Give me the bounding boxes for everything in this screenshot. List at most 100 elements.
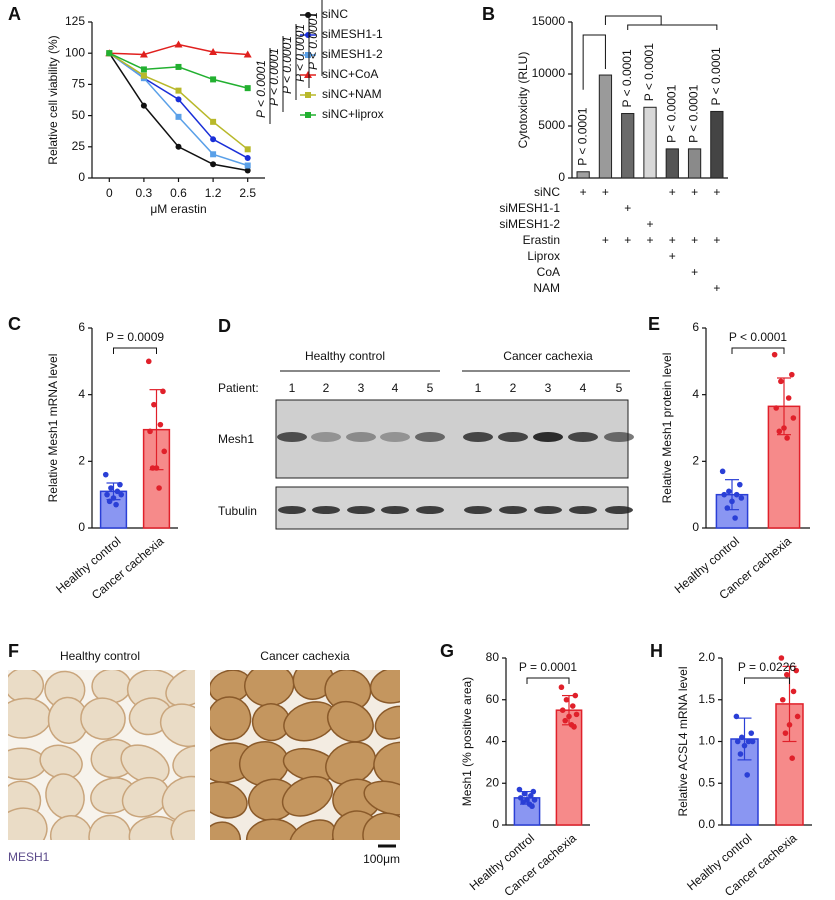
significance-bracket bbox=[113, 347, 157, 354]
marker bbox=[244, 155, 251, 162]
band bbox=[604, 432, 634, 442]
data-point bbox=[733, 491, 740, 498]
data-point bbox=[151, 401, 157, 408]
patient-number: 5 bbox=[427, 381, 434, 395]
marker bbox=[210, 161, 217, 168]
marker bbox=[244, 85, 251, 92]
x-tick-label: Cancer cachexia bbox=[501, 831, 579, 899]
legend-label: siMESH1-2 bbox=[322, 47, 383, 61]
y-tick-label: 0 bbox=[692, 520, 699, 534]
fiber bbox=[88, 814, 132, 840]
condition-mark: + bbox=[646, 217, 653, 231]
panel-label: A bbox=[8, 4, 21, 24]
data-point bbox=[521, 790, 528, 797]
y-axis-label: Relative Mesh1 protein level bbox=[660, 353, 674, 504]
bar bbox=[710, 110, 724, 179]
patient-number: 2 bbox=[510, 381, 517, 395]
bar bbox=[555, 709, 583, 826]
bar bbox=[643, 106, 657, 179]
band bbox=[277, 432, 307, 442]
fiber bbox=[373, 741, 400, 787]
y-tick-label: 0 bbox=[78, 520, 85, 534]
annotation: P < 0.0001 bbox=[267, 48, 281, 106]
y-tick-label: 0 bbox=[558, 170, 565, 184]
y-tick-label: 4 bbox=[692, 387, 699, 401]
annotation: P < 0.0001 bbox=[620, 49, 634, 107]
annotation: P < 0.0001 bbox=[642, 43, 656, 101]
data-point bbox=[741, 742, 748, 749]
band bbox=[463, 432, 493, 442]
y-axis-label: Relative ACSL4 mRNA level bbox=[676, 666, 690, 816]
condition-mark: + bbox=[602, 233, 609, 247]
legend-label: siNC+CoA bbox=[322, 67, 378, 81]
data-point bbox=[749, 738, 756, 745]
data-point bbox=[737, 751, 744, 757]
band bbox=[312, 506, 340, 514]
band bbox=[347, 506, 375, 514]
annotation: P = 0.0009 bbox=[106, 330, 164, 344]
x-axis-label: μM erastin bbox=[150, 202, 206, 216]
error-bar bbox=[737, 717, 752, 761]
y-axis-label: Relative Mesh1 mRNA level bbox=[46, 354, 60, 503]
annotation: P < 0.0001 bbox=[280, 36, 294, 94]
annotation: P < 0.0001 bbox=[293, 24, 307, 82]
data-point bbox=[784, 671, 790, 678]
band bbox=[498, 432, 528, 442]
data-point bbox=[729, 498, 735, 505]
band bbox=[311, 432, 341, 442]
data-point bbox=[726, 488, 732, 495]
marker bbox=[175, 143, 182, 150]
panel-label: C bbox=[8, 314, 21, 334]
y-tick-label: 15000 bbox=[532, 14, 566, 28]
marker bbox=[305, 92, 311, 98]
annotation: P < 0.0001 bbox=[729, 330, 787, 344]
marker bbox=[244, 146, 251, 153]
y-tick-label: 2 bbox=[692, 454, 699, 468]
annotation: P < 0.0001 bbox=[664, 84, 678, 142]
data-point bbox=[559, 707, 566, 713]
annotation: P = 0.0226 bbox=[738, 660, 796, 674]
data-point bbox=[785, 395, 792, 401]
x-tick-label: 1.2 bbox=[205, 186, 222, 200]
scale-label: 100μm bbox=[363, 852, 400, 866]
patient-number: 1 bbox=[475, 381, 482, 395]
condition-mark: + bbox=[624, 201, 631, 215]
y-tick-label: 1.0 bbox=[698, 734, 715, 748]
band bbox=[381, 506, 409, 514]
condition-mark: + bbox=[713, 185, 720, 199]
fiber bbox=[210, 696, 252, 741]
legend-label: siMESH1-1 bbox=[322, 27, 383, 41]
data-point bbox=[790, 688, 797, 695]
data-point bbox=[781, 425, 787, 431]
condition-label: siMESH1-1 bbox=[499, 201, 560, 215]
fiber bbox=[210, 781, 248, 819]
y-tick-label: 20 bbox=[486, 775, 500, 789]
y-tick-label: 0 bbox=[78, 170, 85, 184]
x-tick-label: 0 bbox=[106, 186, 113, 200]
y-tick-label: 1.5 bbox=[698, 692, 715, 706]
bar bbox=[665, 148, 679, 179]
condition-mark: + bbox=[713, 233, 720, 247]
data-point bbox=[571, 724, 577, 730]
bar bbox=[621, 113, 635, 179]
annotation: P < 0.0001 bbox=[575, 107, 589, 165]
fiber bbox=[8, 747, 47, 781]
band bbox=[464, 506, 492, 514]
band bbox=[416, 506, 444, 514]
fibers bbox=[8, 670, 195, 840]
band bbox=[346, 432, 376, 442]
band bbox=[568, 432, 598, 442]
data-point bbox=[104, 491, 110, 498]
patient-number: 3 bbox=[358, 381, 365, 395]
band bbox=[499, 506, 527, 514]
band bbox=[415, 432, 445, 442]
data-point bbox=[732, 515, 738, 521]
marker bbox=[210, 136, 217, 143]
y-axis-label: Mesh1 (% positive area) bbox=[460, 677, 474, 806]
data-point bbox=[160, 388, 166, 395]
x-tick-label: Cancer cachexia bbox=[89, 534, 167, 602]
row-label: Mesh1 bbox=[218, 432, 254, 446]
data-point bbox=[778, 378, 784, 385]
significance-bracket bbox=[744, 677, 790, 684]
data-point bbox=[529, 803, 535, 810]
